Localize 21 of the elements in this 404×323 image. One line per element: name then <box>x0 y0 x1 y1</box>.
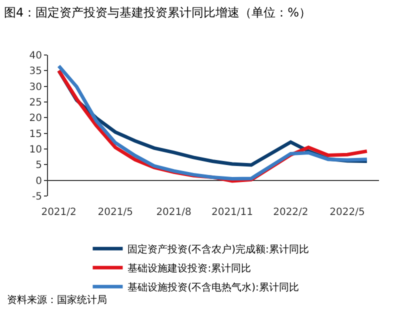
y-tick-label: 10 <box>29 144 42 156</box>
x-tick-label: 2021/11 <box>211 207 254 218</box>
y-tick-label: -5 <box>32 192 42 202</box>
y-tick-label: 25 <box>29 98 42 108</box>
y-tick-label: 40 <box>29 50 42 62</box>
x-tick-label: 2022/2 <box>273 207 308 218</box>
x-tick-label: 2021/8 <box>156 207 192 218</box>
chart-title: 图4：固定资产投资与基建投资累计同比增速（单位：%） <box>4 5 312 20</box>
text: 资料来源：国家统计局 <box>7 294 107 306</box>
x-tick-label: 2022/5 <box>330 207 365 218</box>
y-tick-label: 0 <box>36 176 42 187</box>
legend-label: 固定资产投资(不含农户)完成额:累计同比 <box>128 243 309 256</box>
y-tick-label: 35 <box>29 66 42 78</box>
legend-label: 基础设施建设投资:累计同比 <box>128 262 252 274</box>
y-tick-label: 30 <box>29 82 42 93</box>
y-tick-label: 20 <box>29 113 42 124</box>
y-tick-label: 15 <box>29 128 42 140</box>
y-tick-label: 5 <box>36 160 42 172</box>
x-tick-label: 2021/2 <box>41 207 76 218</box>
legend-label: 基础设施投资(不含电热气水):累计同比 <box>128 281 299 294</box>
x-tick-label: 2021/5 <box>98 207 133 218</box>
